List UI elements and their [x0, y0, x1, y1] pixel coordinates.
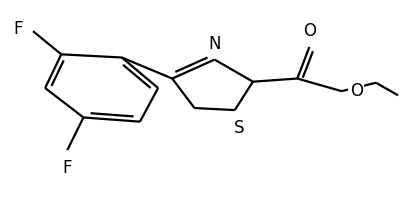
Text: F: F: [63, 159, 72, 176]
Text: O: O: [303, 22, 316, 40]
Text: S: S: [234, 119, 244, 137]
Text: N: N: [208, 35, 221, 53]
Text: O: O: [350, 82, 363, 100]
Text: F: F: [13, 20, 23, 38]
